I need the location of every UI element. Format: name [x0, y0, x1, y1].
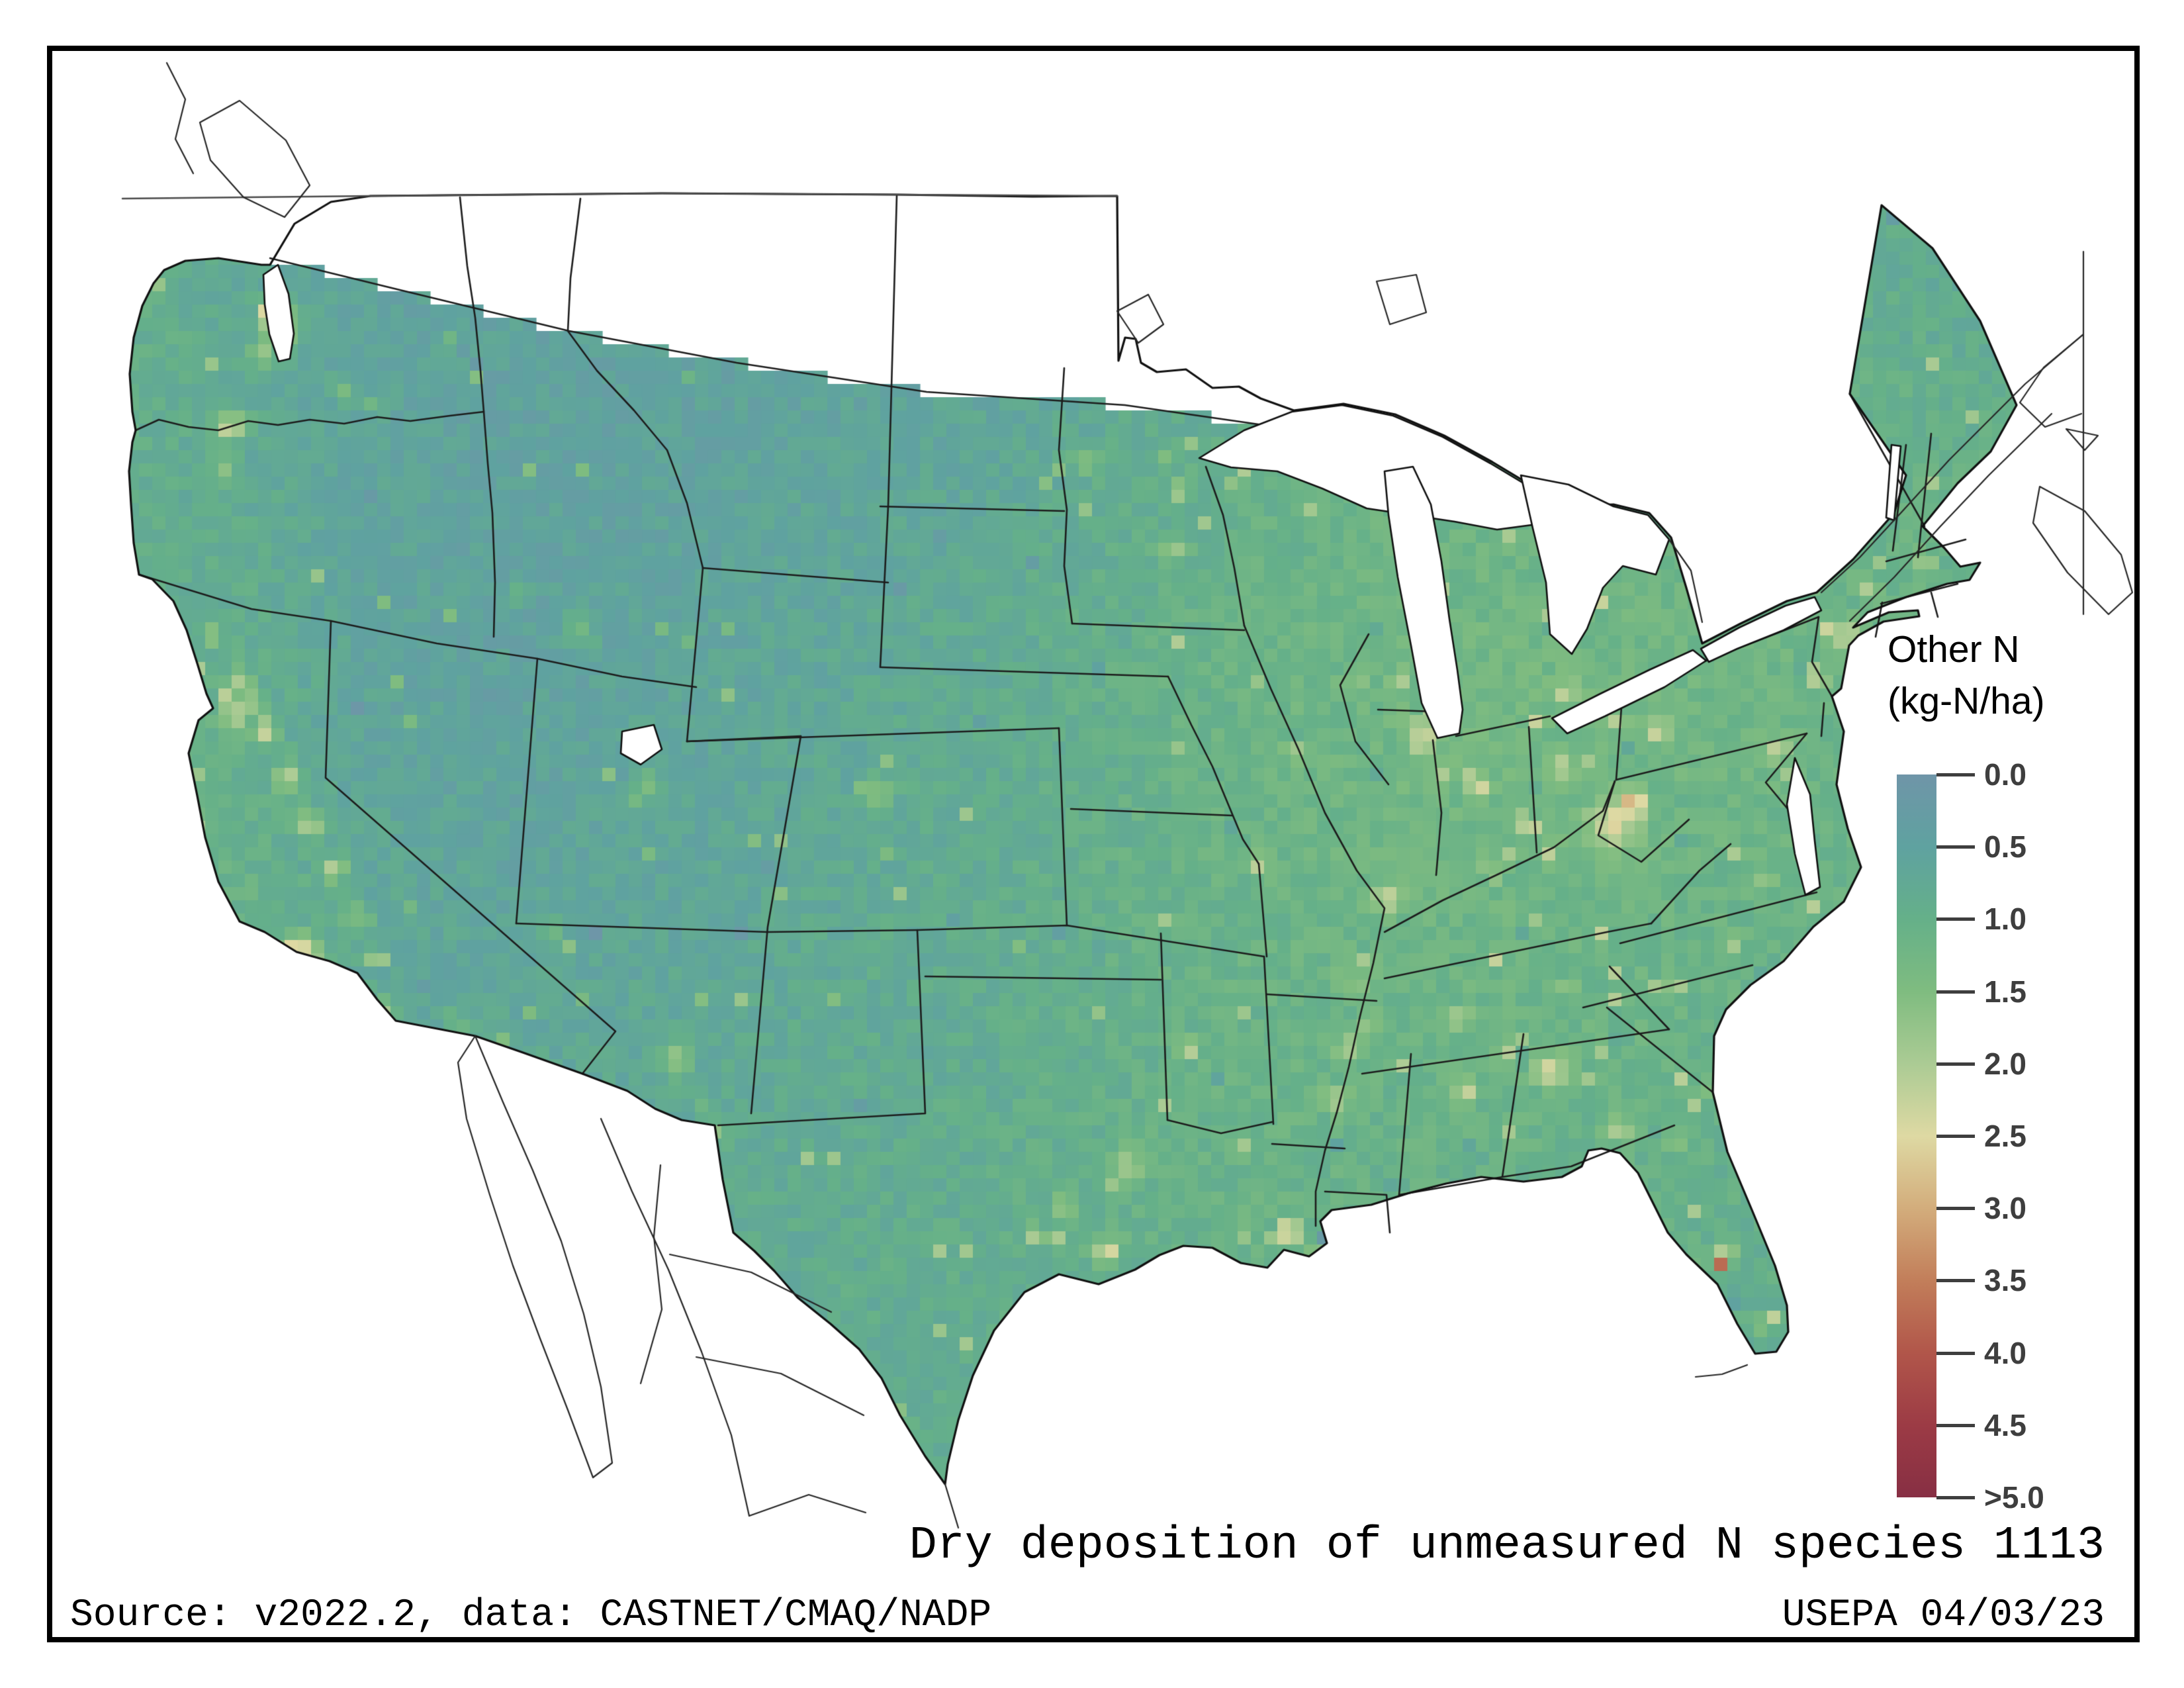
- source-line: Source: v2022.2, data: CASTNET/CMAQ/NADP: [70, 1594, 992, 1637]
- credit-line: USEPA 04/03/23: [1782, 1594, 2105, 1637]
- plot-title: Dry deposition of unmeasured N species 1…: [909, 1520, 2105, 1572]
- plot-frame: [47, 46, 2140, 1642]
